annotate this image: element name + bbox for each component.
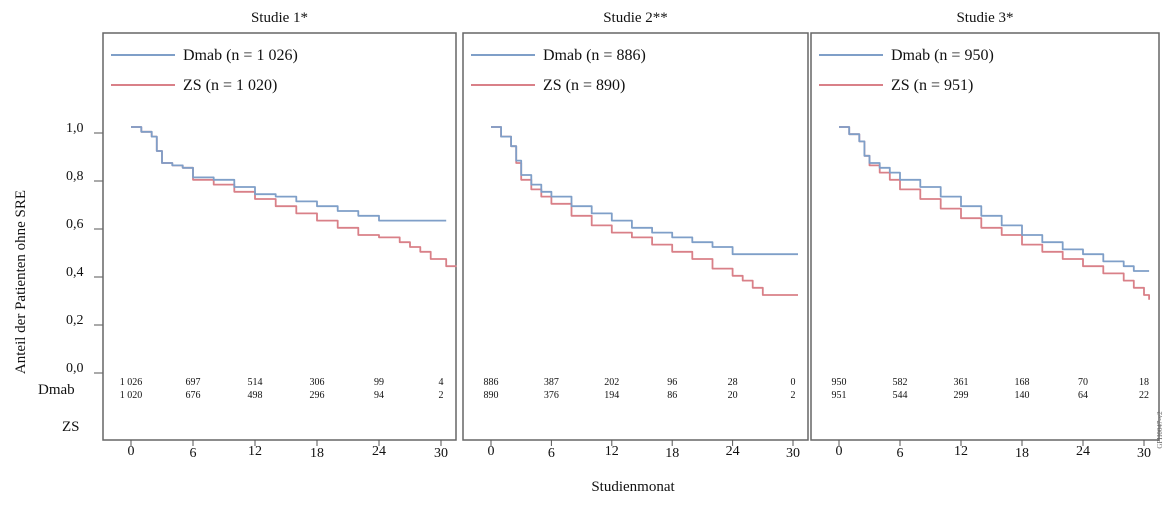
- panel-frame: [462, 32, 809, 441]
- risk-count-dmab: 514: [248, 377, 263, 388]
- risk-count-zs: 376: [544, 390, 559, 401]
- risk-count-zs: 1 020: [120, 390, 143, 401]
- series-line-zs: [839, 126, 1150, 300]
- x-tick-label: 0: [836, 444, 843, 459]
- y-tick-labels: 1,0 0,8 0,6 0,4 0,2 0,0: [66, 121, 103, 376]
- y-tick-label: 0,6: [66, 217, 84, 232]
- risk-count-zs: 20: [728, 390, 738, 401]
- x-tick-label: 12: [954, 444, 968, 459]
- risk-count-dmab: 99: [374, 377, 384, 388]
- y-tick-label: 0,8: [66, 169, 84, 184]
- x-tick-label: 12: [605, 444, 619, 459]
- x-tick-label: 24: [726, 444, 740, 459]
- risk-count-zs: 94: [374, 390, 384, 401]
- series-line-dmab: [491, 126, 798, 256]
- x-tick-label: 18: [310, 446, 324, 461]
- legend-label-dmab: Dmab (n = 950): [891, 47, 994, 64]
- legend-label-zs: ZS (n = 951): [891, 77, 973, 94]
- x-tick-label: 6: [897, 446, 904, 461]
- risk-count-dmab: 950: [832, 377, 847, 388]
- risk-count-dmab: 18: [1139, 377, 1149, 388]
- risk-count-zs: 64: [1078, 390, 1088, 401]
- y-tick-label: 0,4: [66, 265, 84, 280]
- panel-frame: [102, 32, 457, 441]
- y-tick-label: 0,2: [66, 313, 84, 328]
- legend-label-dmab: Dmab (n = 1 026): [183, 47, 298, 64]
- series-line-zs: [491, 126, 798, 296]
- risk-count-zs: 296: [310, 390, 325, 401]
- x-tick-label: 12: [248, 444, 262, 459]
- series-line-dmab: [131, 126, 447, 222]
- risk-count-dmab: 0: [791, 377, 796, 388]
- risk-count-dmab: 582: [893, 377, 908, 388]
- risk-count-zs: 194: [604, 390, 619, 401]
- panel-3: Studie 3* Dmab (n = 950) ZS (n = 951) 950 58…: [810, 10, 1160, 461]
- x-tick-label: 24: [372, 444, 386, 459]
- risk-count-dmab: 387: [544, 377, 559, 388]
- legend-label-zs: ZS (n = 1 020): [183, 77, 277, 94]
- risk-count-dmab: 697: [186, 377, 201, 388]
- x-tick-label: 6: [190, 446, 197, 461]
- panel-1: Studie 1* Dmab (n = 1 026) ZS (n = 1 020) 1…: [102, 10, 457, 461]
- y-tick-label: 0,0: [66, 361, 84, 376]
- risk-count-zs: 2: [791, 390, 796, 401]
- risk-count-zs: 22: [1139, 390, 1149, 401]
- panel-2: Studie 2** Dmab (n = 886) ZS (n = 890) 886 3…: [462, 10, 809, 461]
- risk-count-zs: 86: [667, 390, 677, 401]
- risk-count-zs: 498: [248, 390, 263, 401]
- risk-row-label-dmab: Dmab: [38, 382, 75, 398]
- risk-count-zs: 2: [439, 390, 444, 401]
- risk-count-dmab: 202: [604, 377, 619, 388]
- x-tick-label: 0: [128, 444, 135, 459]
- risk-count-dmab: 96: [667, 377, 677, 388]
- risk-count-dmab: 306: [310, 377, 325, 388]
- risk-count-dmab: 4: [439, 377, 444, 388]
- x-tick-label: 30: [786, 446, 800, 461]
- y-tick-label: 1,0: [66, 121, 84, 136]
- footnote-code: GPH0047-v2: [1156, 411, 1164, 449]
- risk-count-dmab: 168: [1015, 377, 1030, 388]
- x-tick-label: 18: [1015, 446, 1029, 461]
- risk-count-dmab: 28: [728, 377, 738, 388]
- risk-count-zs: 140: [1015, 390, 1030, 401]
- panel-title: Studie 2**: [603, 10, 668, 26]
- series-line-dmab: [839, 126, 1150, 272]
- x-tick-label: 24: [1076, 444, 1090, 459]
- x-tick-label: 18: [665, 446, 679, 461]
- risk-row-label-zs: ZS: [62, 419, 80, 435]
- risk-count-zs: 951: [832, 390, 847, 401]
- panel-title: Studie 1*: [251, 10, 308, 26]
- panel-frame: [810, 32, 1160, 441]
- risk-count-zs: 544: [893, 390, 908, 401]
- x-axis-label: Studienmonat: [591, 479, 675, 495]
- risk-count-dmab: 361: [954, 377, 969, 388]
- risk-count-dmab: 886: [484, 377, 499, 388]
- y-axis-label: Anteil der Patienten ohne SRE: [13, 190, 29, 374]
- risk-count-zs: 890: [484, 390, 499, 401]
- risk-count-zs: 676: [186, 390, 201, 401]
- panels: Studie 1* Dmab (n = 1 026) ZS (n = 1 020) 1…: [102, 10, 1160, 461]
- legend-label-zs: ZS (n = 890): [543, 77, 625, 94]
- x-tick-label: 30: [1137, 446, 1151, 461]
- x-tick-label: 6: [548, 446, 555, 461]
- x-tick-label: 0: [488, 444, 495, 459]
- panel-title: Studie 3*: [956, 10, 1013, 26]
- x-tick-label: 30: [434, 446, 448, 461]
- risk-count-dmab: 70: [1078, 377, 1088, 388]
- legend-label-dmab: Dmab (n = 886): [543, 47, 646, 64]
- risk-count-zs: 299: [954, 390, 969, 401]
- risk-count-dmab: 1 026: [120, 377, 143, 388]
